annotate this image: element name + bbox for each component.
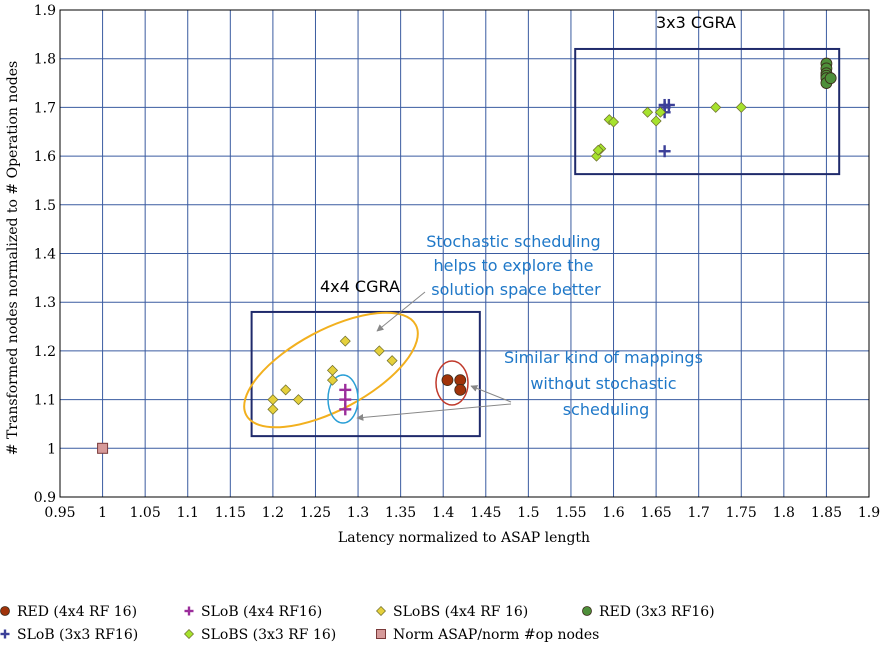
data-point: [292, 394, 304, 406]
legend-item: SLoBS (3x3 RF 16): [184, 627, 336, 643]
data-point: [824, 72, 837, 85]
x-tick-label: 1.45: [470, 505, 501, 521]
x-tick-label: 0.95: [44, 505, 75, 521]
y-tick-label: 0.9: [34, 490, 56, 506]
x-tick-label: 1.25: [300, 505, 331, 521]
legend-label: SLoBS (4x4 RF 16): [393, 604, 528, 620]
x-tick-label: 1.05: [130, 505, 161, 521]
ellipse-slobs-4x4: [243, 311, 419, 429]
legend-label: Norm ASAP/norm #op nodes: [393, 627, 599, 643]
x-tick-label: 1.75: [726, 505, 757, 521]
legend-marker: [0, 606, 10, 616]
legend-item: SLoB (3x3 RF16): [0, 627, 138, 643]
legend-label: SLoBS (3x3 RF 16): [201, 627, 336, 643]
legend-label: SLoB (3x3 RF16): [17, 627, 138, 643]
legend-item: RED (3x3 RF16): [582, 604, 715, 620]
data-point: [608, 116, 620, 128]
x-axis-label: Latency normalized to ASAP length: [338, 530, 590, 546]
annotation-stochastic: Stochastic scheduling helps to explore t…: [426, 232, 606, 299]
legend-label: RED (4x4 RF 16): [17, 604, 137, 620]
x-tick-label: 1.9: [858, 505, 880, 521]
legend-label: SLoB (4x4 RF16): [201, 604, 322, 620]
grid: [59, 9, 870, 498]
y-tick-label: 1: [47, 441, 56, 457]
x-tick-label: 1: [98, 505, 107, 521]
data-point: [642, 106, 654, 118]
x-tick-label: 1.1: [177, 505, 199, 521]
legend-marker: [582, 606, 592, 616]
y-tick-label: 1.9: [34, 3, 56, 19]
box-4x4-cgra: [250, 310, 481, 438]
arrow-stochastic: [376, 291, 426, 332]
legend-item: SLoB (4x4 RF16): [184, 604, 322, 620]
arrow-to-red: [470, 385, 512, 403]
legend-marker: [376, 606, 386, 616]
x-tick-labels: 0.95 1 1.05 1.1 1.15 1.2 1.25 1.3 1.35 1.4 1.45 1.5…: [44, 505, 880, 521]
y-tick-labels: 0.9 1 1.1 1.2 1.3 1.4 1.5 1.6 1.7 1.8 1.9: [34, 3, 56, 506]
annotation-3x3-cgra: 3x3 CGRA: [656, 13, 736, 32]
x-tick-label: 1.8: [773, 505, 795, 521]
legend-marker: [0, 629, 10, 639]
y-tick-label: 1.4: [34, 247, 56, 263]
data-point: [280, 384, 292, 396]
y-tick-label: 1.5: [34, 198, 56, 214]
x-tick-label: 1.65: [641, 505, 672, 521]
data-point: [386, 355, 398, 367]
arrow-to-slob: [356, 403, 512, 421]
data-point: [373, 345, 385, 357]
data-point: [658, 145, 671, 158]
annotation-similar-mappings: Similar kind of mappings without stochas…: [504, 348, 708, 419]
data-point: [267, 394, 279, 406]
plot-area-border: [59, 9, 870, 498]
data-point: [97, 442, 109, 454]
ellipse-red-4x4: [435, 360, 469, 406]
x-tick-label: 1.4: [432, 505, 454, 521]
data-point: [454, 383, 467, 396]
y-tick-label: 1.2: [34, 344, 56, 360]
ellipse-slob-4x4: [327, 374, 359, 424]
x-tick-label: 1.7: [688, 505, 710, 521]
legend-marker: [184, 606, 194, 616]
data-point: [662, 98, 675, 111]
legend: RED (4x4 RF 16) SLoB (4x4 RF16) SLoBS (4x4…: [0, 604, 715, 643]
data-point: [441, 374, 454, 387]
legend-label: RED (3x3 RF16): [599, 604, 715, 620]
data-point: [591, 150, 602, 162]
data-point: [710, 101, 722, 113]
x-tick-label: 1.2: [262, 505, 284, 521]
x-tick-label: 1.35: [385, 505, 416, 521]
x-tick-label: 1.5: [517, 505, 539, 521]
data-point: [592, 144, 604, 156]
annotation-shapes: [243, 47, 841, 438]
data-points: [97, 57, 837, 454]
legend-marker: [376, 629, 386, 639]
legend-marker: [184, 629, 194, 639]
data-point: [339, 403, 352, 416]
x-tick-label: 1.15: [215, 505, 246, 521]
data-point: [327, 364, 338, 376]
data-point: [654, 106, 666, 118]
x-tick-label: 1.85: [811, 505, 842, 521]
data-point: [650, 115, 662, 127]
x-tick-label: 1.55: [555, 505, 586, 521]
legend-item: Norm ASAP/norm #op nodes: [376, 627, 599, 643]
legend-item: RED (4x4 RF 16): [0, 604, 137, 620]
box-3x3-cgra: [574, 47, 841, 176]
y-tick-label: 1.1: [34, 393, 56, 409]
annotation-4x4-cgra: 4x4 CGRA: [320, 277, 400, 296]
x-tick-label: 1.3: [347, 505, 369, 521]
data-point: [327, 374, 338, 386]
y-axis-label: # Transformed nodes normalized to # Oper…: [5, 61, 21, 455]
data-point: [267, 403, 279, 415]
y-tick-label: 1.7: [34, 100, 56, 116]
data-point: [339, 335, 351, 347]
y-tick-label: 1.3: [34, 295, 56, 311]
legend-item: SLoBS (4x4 RF 16): [376, 604, 528, 620]
data-point: [735, 101, 747, 113]
x-tick-label: 1.6: [602, 505, 624, 521]
y-tick-label: 1.6: [34, 149, 56, 165]
y-tick-label: 1.8: [34, 52, 56, 68]
